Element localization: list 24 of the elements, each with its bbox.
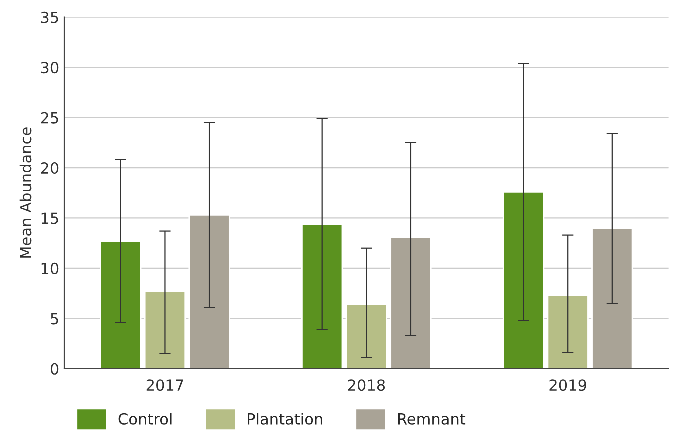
x-tick-label: 2019: [550, 380, 586, 392]
bar: [502, 191, 545, 369]
y-tick-label: 25: [41, 112, 58, 124]
legend-label: Control: [118, 413, 172, 425]
y-tick-label: 5: [51, 313, 58, 325]
bar: [390, 236, 432, 369]
y-tick-label: 15: [42, 212, 58, 224]
y-tick-label: 10: [42, 262, 59, 274]
bar: [302, 224, 344, 369]
bar: [100, 240, 142, 369]
x-tick-label: 2017: [146, 380, 184, 392]
y-axis-title: Mean Abundance: [20, 128, 32, 258]
y-tick-label: 30: [41, 62, 59, 74]
bar: [547, 294, 589, 369]
legend-label: Remnant: [398, 414, 466, 425]
x-tick-label: 2018: [348, 380, 386, 392]
bar: [144, 290, 186, 369]
bar: [188, 214, 230, 369]
bar: [346, 304, 388, 369]
bar: [592, 228, 634, 369]
y-tick-label: 35: [41, 12, 58, 24]
legend-label: Plantation: [248, 413, 322, 425]
y-tick-label: 20: [41, 162, 59, 174]
y-tick-label: 0: [50, 363, 59, 375]
